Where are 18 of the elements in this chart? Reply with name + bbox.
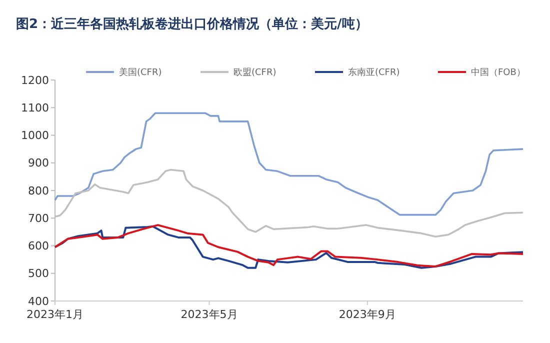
- x-tick-label: 2023年5月: [180, 308, 238, 321]
- line-series: [54, 112, 524, 216]
- y-tick-label: 1100: [21, 101, 49, 114]
- y-tick-label: 600: [28, 240, 49, 253]
- y-tick-label: 900: [28, 156, 49, 170]
- y-tick-label: 500: [28, 267, 49, 280]
- legend-label: 美国(CFR): [119, 67, 162, 78]
- y-tick-label: 400: [28, 294, 49, 308]
- x-tick-label: 2023年9月: [338, 308, 396, 321]
- chart-title: 图2：近三年各国热轧板卷进出口价格情况（单位：美元/吨）: [16, 16, 368, 32]
- legend-label: 欧盟(CFR): [234, 67, 276, 78]
- legend-label: 东南亚(CFR): [348, 67, 400, 78]
- y-tick-label: 700: [28, 212, 49, 225]
- y-tick-label: 1200: [21, 74, 49, 87]
- y-tick-label: 1000: [21, 129, 49, 142]
- y-tick-label: 800: [28, 184, 49, 198]
- x-tick-label: 2023年1月: [26, 308, 84, 321]
- legend-label: 中国（FOB）: [471, 67, 526, 78]
